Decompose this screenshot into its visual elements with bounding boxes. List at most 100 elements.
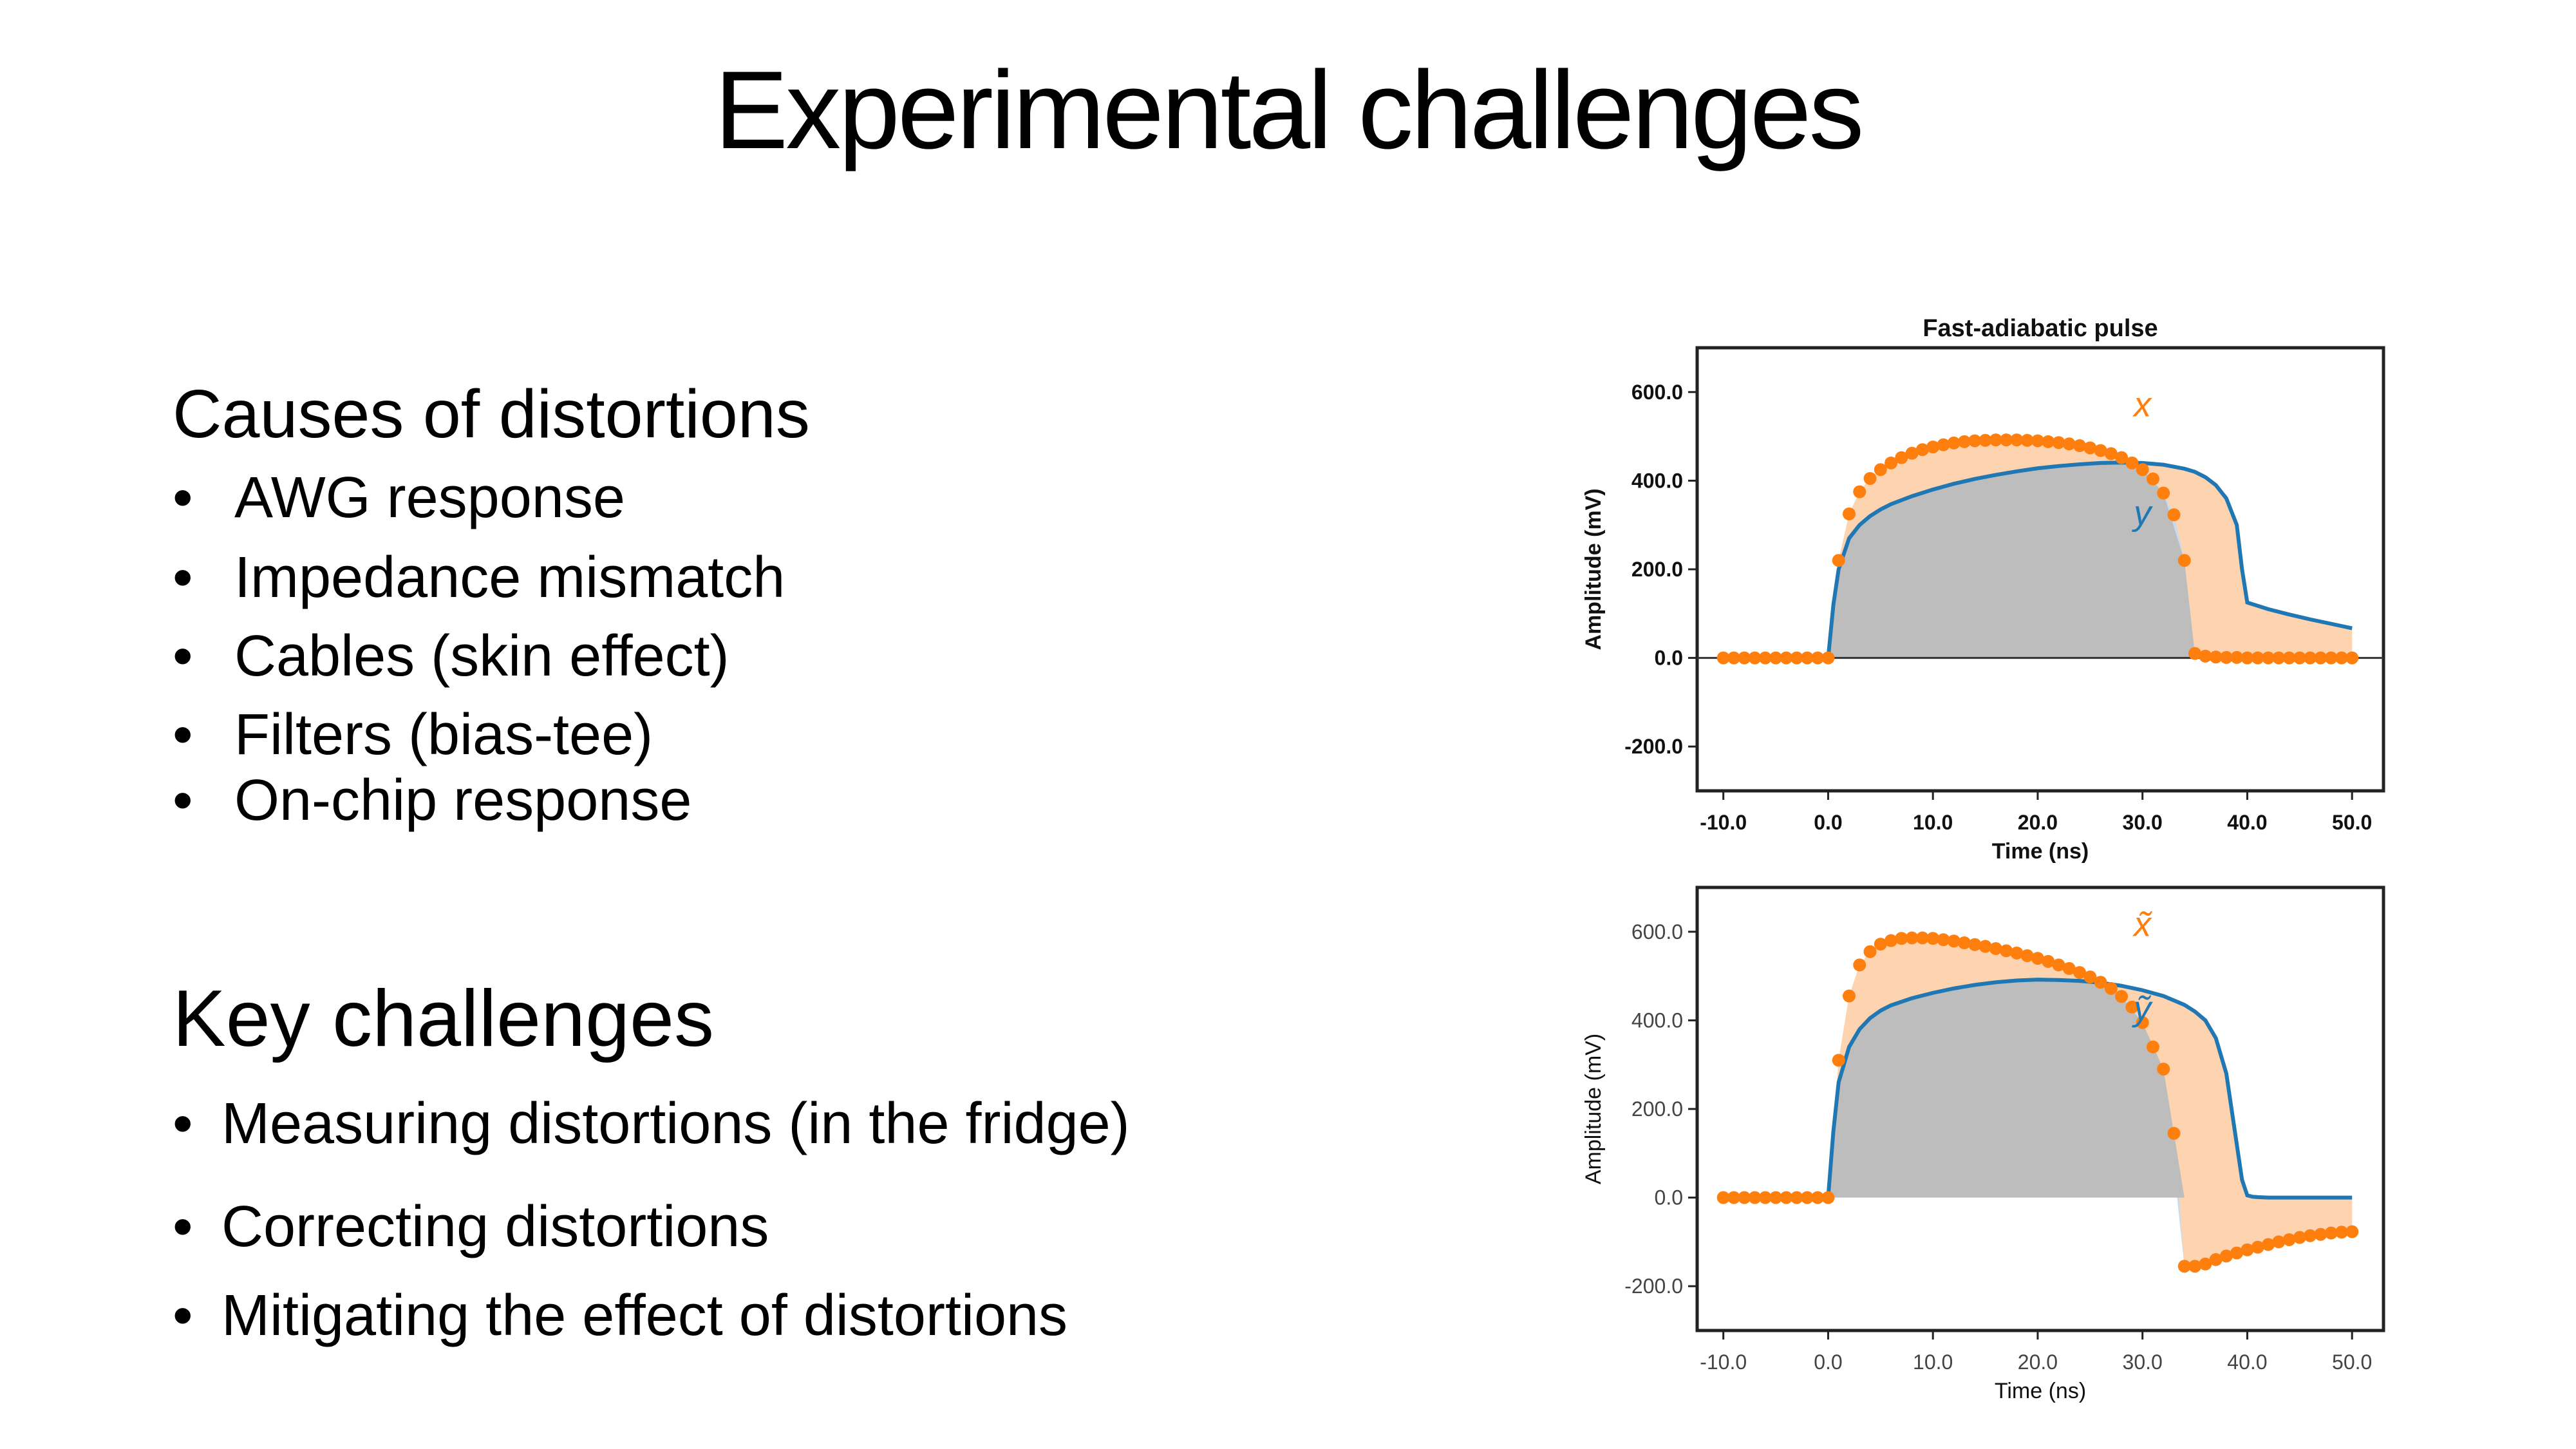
chart1-point bbox=[2209, 650, 2223, 664]
chart1-point bbox=[2052, 436, 2065, 450]
chart2-point bbox=[1947, 934, 1960, 948]
chart2-point bbox=[2000, 944, 2013, 958]
chart1-point bbox=[2146, 472, 2159, 486]
list-item: • Filters (bias-tee) bbox=[173, 706, 653, 764]
chart1-point bbox=[1989, 433, 2002, 447]
chart1-ylabel: Amplitude (mV) bbox=[1581, 488, 1606, 650]
chart2-x-tick-label: 0.0 bbox=[1814, 1350, 1842, 1374]
chart2-point bbox=[2324, 1226, 2338, 1240]
chart2-point bbox=[2104, 981, 2118, 995]
chart1-point bbox=[2083, 441, 2097, 455]
chart1-point bbox=[1915, 443, 1929, 457]
chart1-point bbox=[2219, 650, 2233, 664]
chart1-point bbox=[1926, 440, 1940, 454]
chart2-point bbox=[2083, 970, 2097, 983]
chart2-point bbox=[2261, 1238, 2275, 1251]
chart1-point bbox=[2335, 651, 2348, 665]
chart1-x-tick-label: 20.0 bbox=[2018, 811, 2058, 834]
chart2-point bbox=[1989, 942, 2002, 955]
chart1-point bbox=[2073, 439, 2087, 453]
chart2-x-tick-label: 30.0 bbox=[2123, 1350, 2163, 1374]
chart2-point bbox=[2062, 961, 2076, 975]
chart1-point bbox=[2293, 651, 2306, 665]
chart1-point bbox=[1811, 651, 1825, 665]
chart2-xlabel: Time (ns) bbox=[1995, 1379, 2086, 1403]
chart1-point bbox=[2062, 437, 2076, 451]
chart2-y-tick-label: -200.0 bbox=[1624, 1274, 1683, 1298]
chart2-point bbox=[1780, 1191, 1793, 1204]
chart1-title: Fast-adiabatic pulse bbox=[1923, 315, 2158, 342]
chart2-series-label: x̃ bbox=[2132, 905, 2152, 944]
chart2-y-tick-label: 200.0 bbox=[1631, 1097, 1683, 1121]
chart2-ylabel: Amplitude (mV) bbox=[1581, 1034, 1606, 1184]
chart1-point bbox=[2115, 451, 2129, 464]
chart1-y-tick-label: 600.0 bbox=[1631, 381, 1683, 404]
chart1-x-tick-label: 0.0 bbox=[1814, 811, 1842, 834]
chart1-point bbox=[2042, 435, 2055, 448]
chart2-point bbox=[2219, 1249, 2233, 1263]
chart2-y-tick-label: 0.0 bbox=[1655, 1186, 1683, 1209]
chart1-point bbox=[1874, 463, 1887, 477]
chart2-point bbox=[1821, 1191, 1835, 1204]
chart1-point bbox=[1863, 471, 1877, 485]
chart2-point bbox=[1769, 1191, 1783, 1204]
chart1-x-tick-label: 10.0 bbox=[1913, 811, 1953, 834]
chart2-point bbox=[2073, 966, 2087, 980]
chart2-point bbox=[1832, 1054, 1845, 1067]
chart2-point bbox=[2251, 1240, 2264, 1254]
chart2-point bbox=[1979, 940, 1992, 953]
chart1-point bbox=[2314, 651, 2327, 665]
list-item: • Correcting distortions bbox=[173, 1198, 769, 1256]
chart2-point bbox=[2209, 1253, 2223, 1266]
list-item: • Cables (skin effect) bbox=[173, 627, 729, 685]
chart1-point bbox=[1947, 436, 1960, 450]
chart1-point bbox=[1780, 651, 1793, 665]
chart2-point bbox=[1926, 932, 1940, 945]
list-item-label: Measuring distortions (in the fridge) bbox=[221, 1092, 1130, 1156]
bullet-icon: • bbox=[173, 1092, 193, 1156]
chart2-point bbox=[2293, 1231, 2306, 1244]
chart1-series-label: x bbox=[2132, 386, 2152, 424]
list-item-label: Correcting distortions bbox=[221, 1195, 769, 1259]
chart2-x-tick-label: 40.0 bbox=[2227, 1350, 2267, 1374]
chart1-point bbox=[1958, 435, 1971, 448]
list-item: • AWG response bbox=[173, 469, 625, 527]
list-item-label: Cables (skin effect) bbox=[234, 624, 729, 688]
chart2-point bbox=[1738, 1191, 1751, 1204]
chart2-point bbox=[1895, 932, 1908, 945]
chart1-y-tick-label: 200.0 bbox=[1631, 558, 1683, 581]
chart2-point bbox=[2177, 1260, 2191, 1273]
list-item-label: AWG response bbox=[234, 466, 625, 530]
chart2-x-tick-label: 10.0 bbox=[1913, 1350, 1953, 1374]
chart2-point bbox=[2304, 1229, 2317, 1242]
chart2-point bbox=[2167, 1126, 2181, 1140]
chart1-y-tick-label: 0.0 bbox=[1655, 647, 1683, 670]
chart2-point bbox=[1874, 938, 1887, 951]
chart1-point bbox=[1979, 433, 1992, 447]
list-item-label: Impedance mismatch bbox=[234, 545, 785, 610]
chart1-point bbox=[2020, 433, 2034, 447]
chart1-series-label: y bbox=[2131, 494, 2153, 533]
chart2-point bbox=[2125, 1000, 2139, 1014]
chart1-point bbox=[2188, 647, 2202, 660]
chart2-point bbox=[2020, 949, 2034, 962]
chart2-point bbox=[1716, 1191, 1730, 1204]
list-item: • Impedance mismatch bbox=[173, 549, 785, 607]
chart1-point bbox=[2272, 651, 2286, 665]
chart2-point bbox=[1885, 934, 1898, 947]
list-item-label: Filters (bias-tee) bbox=[234, 703, 653, 767]
chart2-point bbox=[2031, 952, 2044, 965]
chart2-point bbox=[1853, 958, 1866, 972]
chart2-point bbox=[2241, 1243, 2254, 1256]
chart2-x-tick-label: -10.0 bbox=[1700, 1350, 1747, 1374]
chart1-point bbox=[2261, 651, 2275, 665]
chart1-point bbox=[2177, 554, 2191, 567]
chart1-point bbox=[1832, 554, 1845, 567]
chart2-point bbox=[1842, 989, 1856, 1003]
chart1-point bbox=[1885, 456, 1898, 469]
chart1-point bbox=[1800, 651, 1814, 665]
list-item-label: On-chip response bbox=[234, 768, 692, 833]
bullet-icon: • bbox=[173, 768, 193, 833]
bullet-icon: • bbox=[173, 624, 193, 688]
